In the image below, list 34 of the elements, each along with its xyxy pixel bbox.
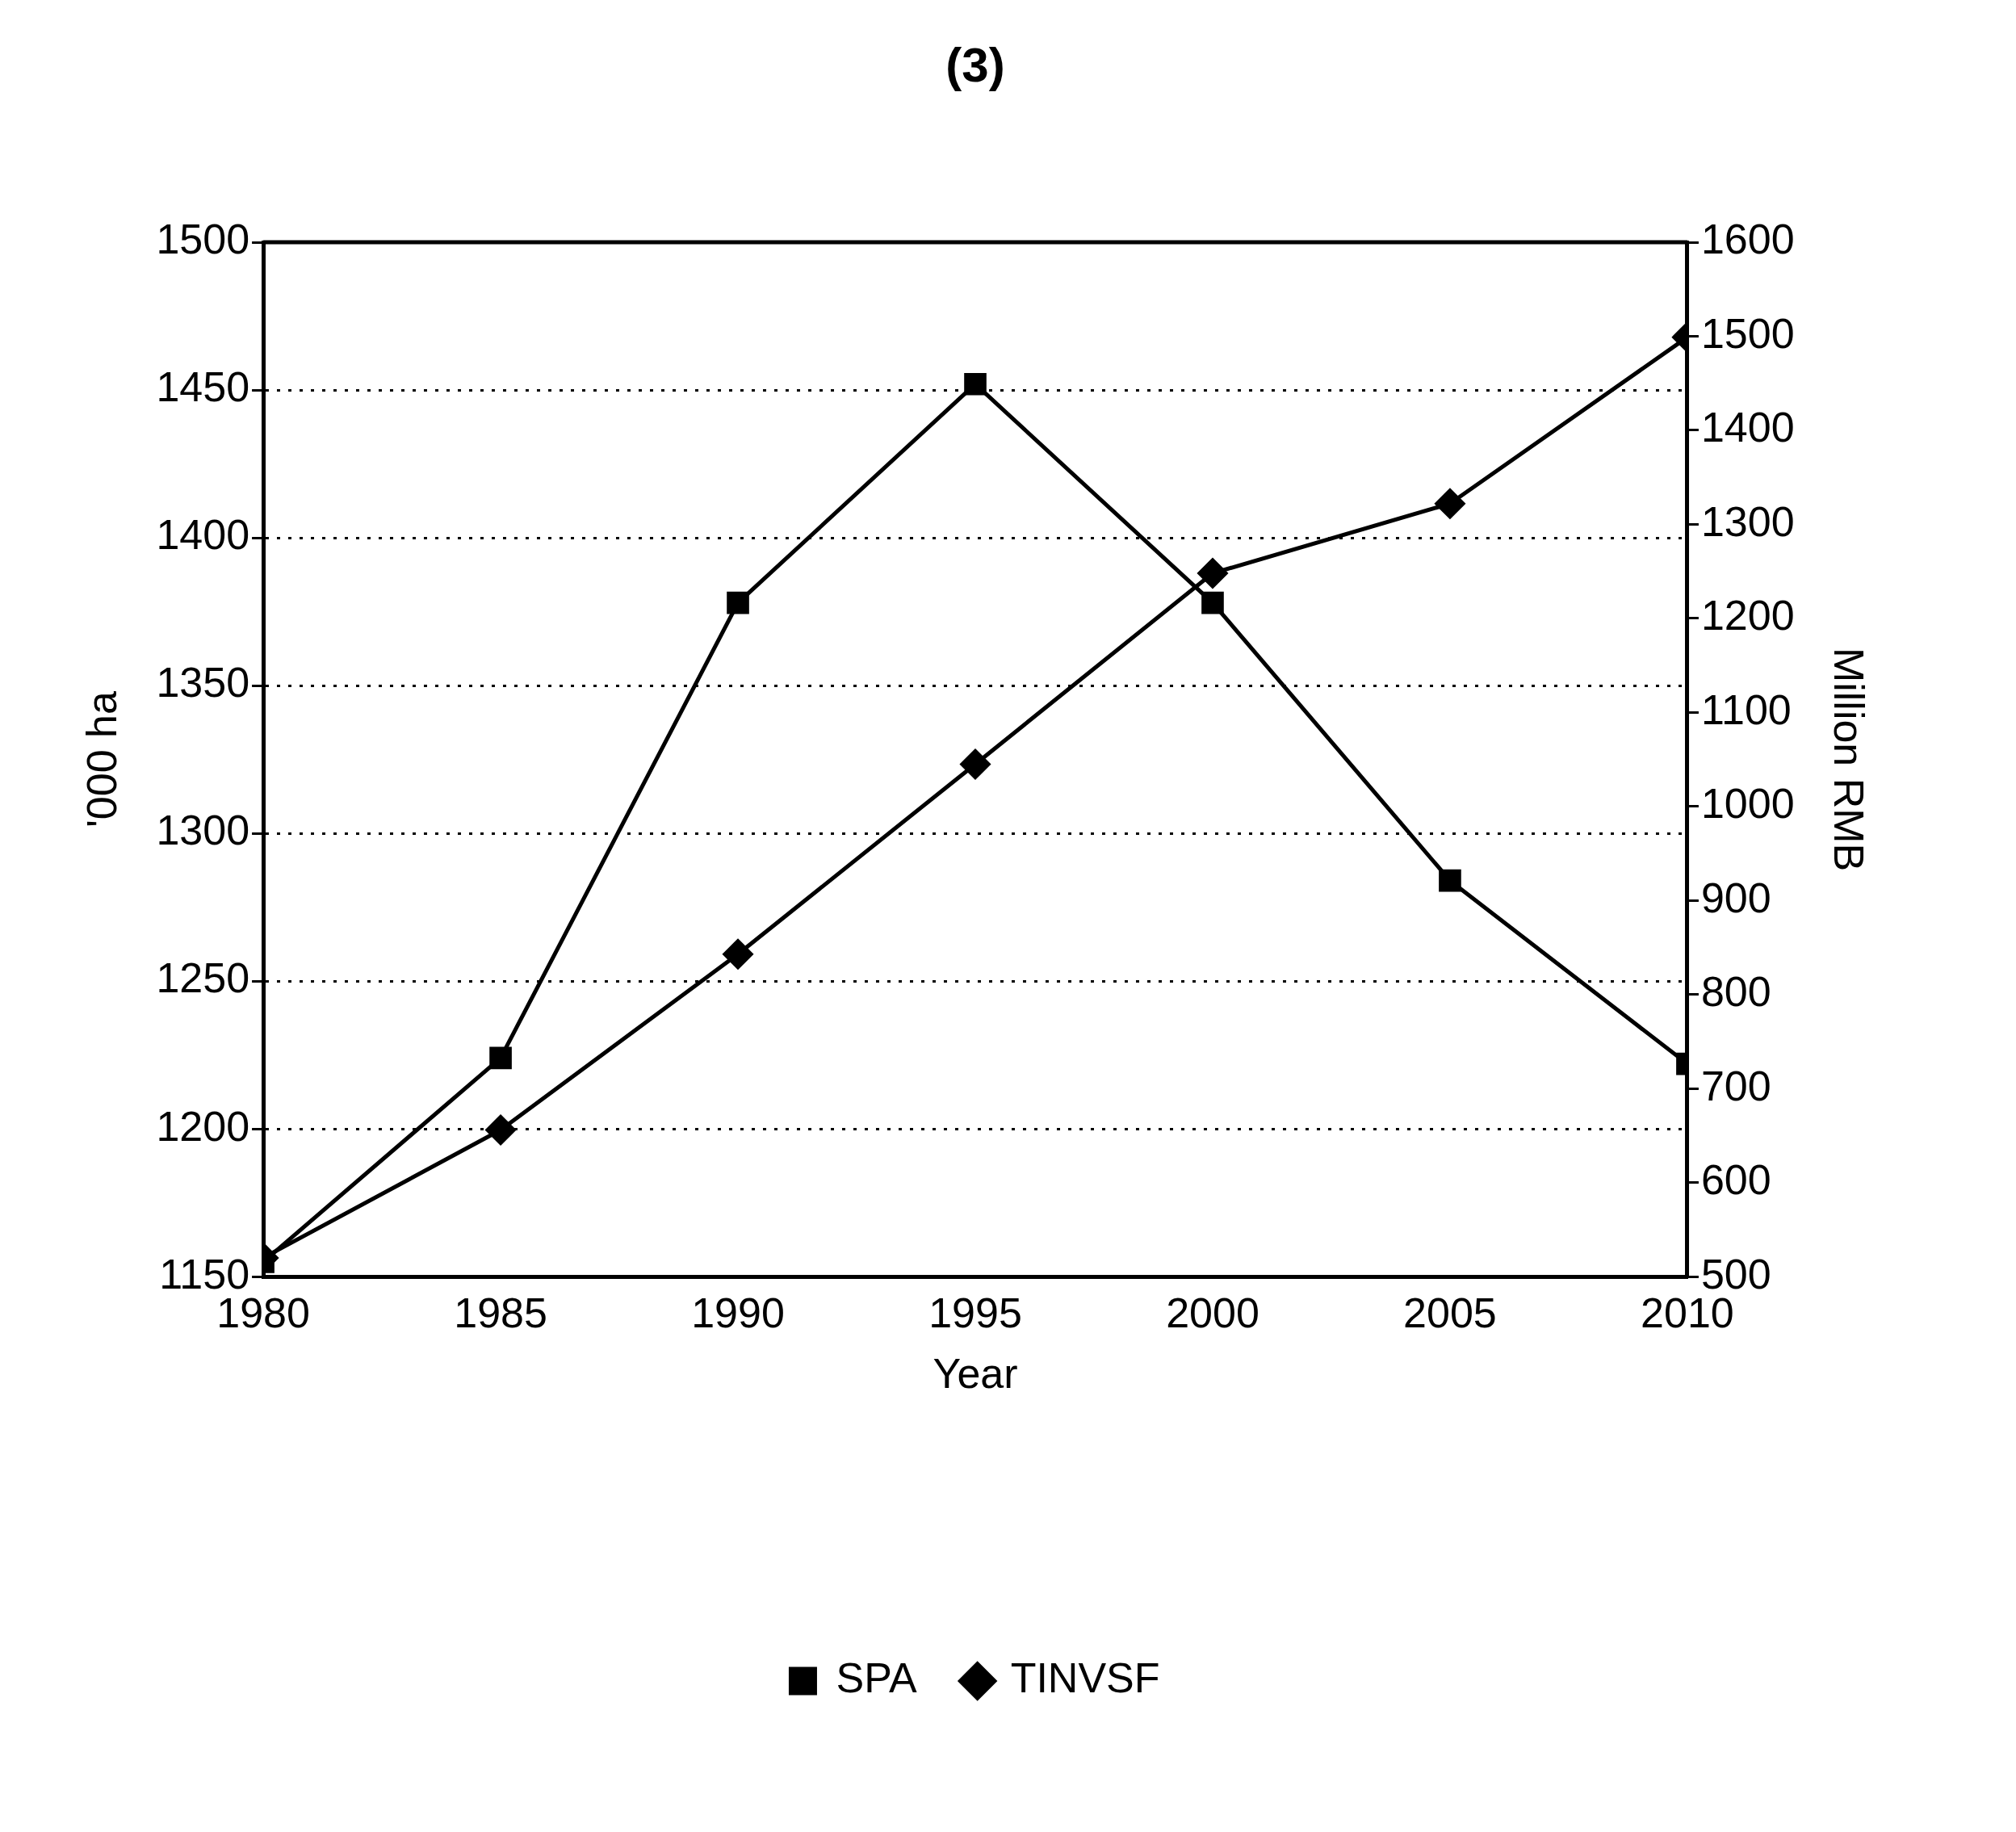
legend-label: SPA: [836, 1654, 917, 1702]
point: [1439, 869, 1461, 892]
point: [727, 591, 749, 614]
y-tick-label: 1450: [156, 363, 250, 411]
x-tick-label: 2005: [1403, 1289, 1497, 1336]
y-axis-title: '000 ha: [78, 691, 125, 828]
y-tick-label: 1200: [156, 1102, 250, 1150]
y-tick-label: 1250: [156, 954, 250, 1002]
y2-tick-label: 600: [1700, 1156, 1771, 1204]
point: [1201, 591, 1224, 614]
legend-label: TINVSF: [1010, 1654, 1160, 1702]
y-tick-label: 1300: [156, 807, 250, 854]
y2-tick-label: 700: [1700, 1062, 1771, 1109]
point: [964, 372, 987, 396]
y2-tick-label: 900: [1700, 874, 1771, 921]
x-tick-label: 2000: [1166, 1289, 1259, 1336]
y2-tick-label: 1600: [1700, 216, 1795, 263]
x-axis-title: Year: [933, 1350, 1018, 1398]
y2-axis-title: Million RMB: [1825, 647, 1873, 872]
x-tick-label: 1995: [928, 1289, 1022, 1336]
y2-tick-label: 1100: [1700, 685, 1792, 733]
y-tick-label: 1400: [156, 511, 250, 559]
y2-tick-label: 800: [1700, 968, 1771, 1016]
y2-tick-label: 1500: [1700, 309, 1795, 357]
x-tick-label: 1985: [454, 1289, 547, 1336]
y2-tick-label: 1000: [1700, 780, 1795, 828]
y2-tick-label: 1400: [1700, 404, 1795, 451]
y-tick-label: 1500: [156, 216, 250, 263]
y2-tick-label: 1200: [1700, 592, 1795, 639]
chart-title: (3): [945, 37, 1005, 92]
y-tick-label: 1350: [156, 659, 250, 706]
y2-tick-label: 1300: [1700, 497, 1795, 545]
point: [489, 1046, 512, 1070]
x-tick-label: 1990: [691, 1289, 785, 1336]
